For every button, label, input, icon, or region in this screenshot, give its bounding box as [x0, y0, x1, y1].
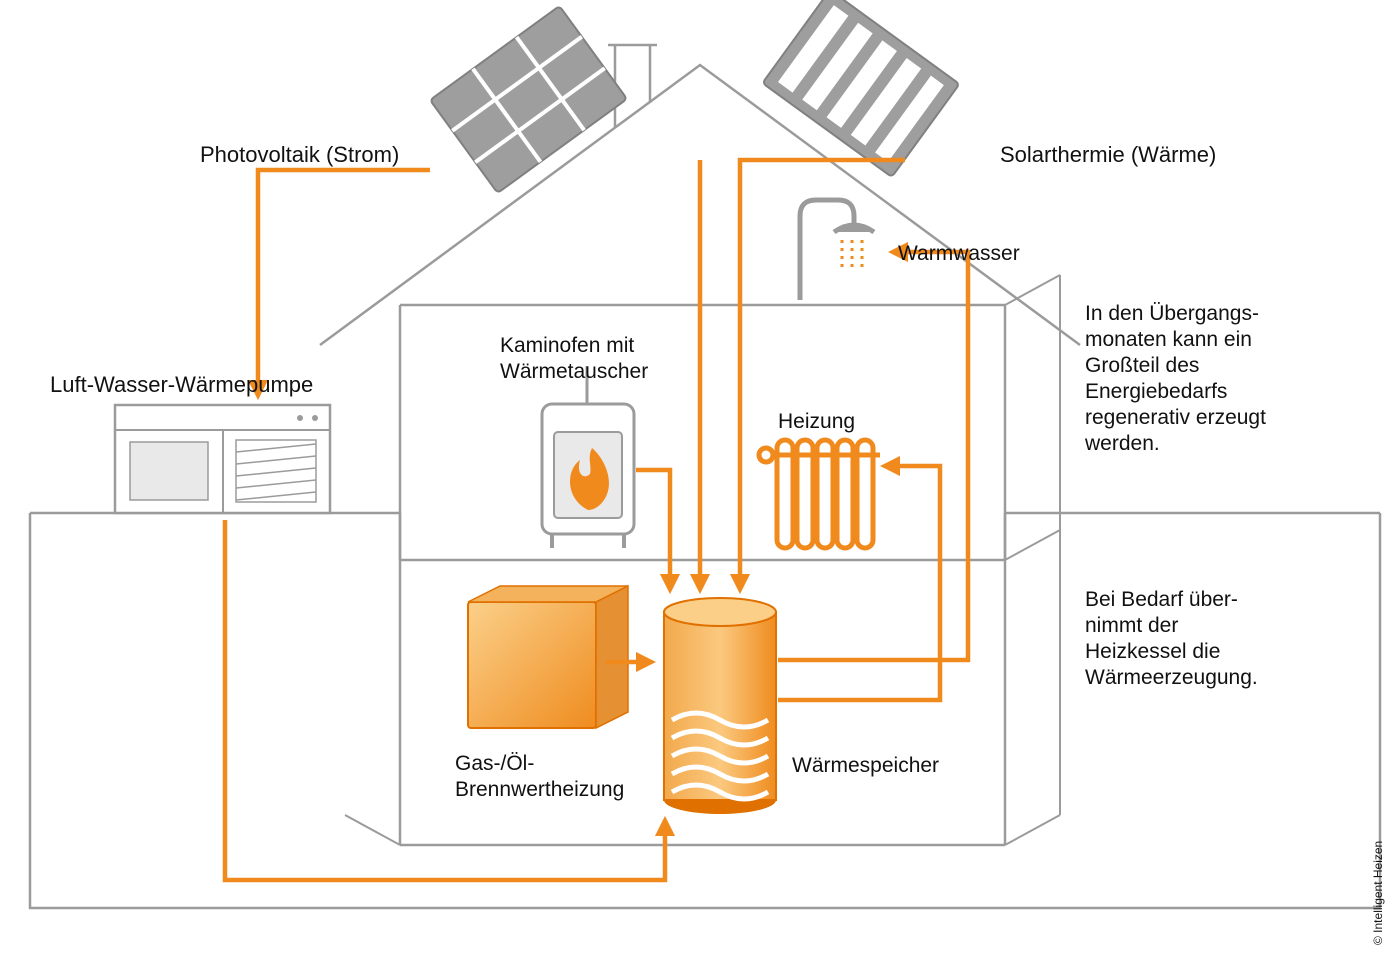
label-solarthermie: Solarthermie (Wärme) [1000, 142, 1216, 167]
shower [800, 200, 874, 300]
label-stove-1: Kaminofen mit [500, 334, 634, 357]
side-a-1: In den Übergangs- [1085, 302, 1259, 325]
side-a-2: monaten kann ein [1085, 328, 1252, 351]
label-storage: Wärmespeicher [792, 754, 939, 777]
label-heatpump: Luft-Wasser-Wärmepumpe [50, 372, 313, 397]
label-heating: Heizung [778, 410, 855, 433]
flow-pv-to-pump [258, 170, 430, 392]
flow-stove-to-tank [636, 470, 670, 586]
boiler [468, 586, 628, 728]
label-pv: Photovoltaik (Strom) [200, 142, 399, 167]
label-stove-2: Wärmetauscher [500, 360, 648, 383]
side-b-2: nimmt der [1085, 614, 1178, 637]
side-a-5: regenerativ erzeugt [1085, 406, 1266, 429]
heat-pump [115, 405, 330, 513]
stove [542, 366, 634, 548]
side-b-3: Heizkessel die [1085, 640, 1220, 663]
side-a-6: werden. [1084, 432, 1160, 455]
label-boiler-1: Gas-/Öl- [455, 752, 534, 775]
solarthermal-panel [762, 0, 959, 177]
side-b-1: Bei Bedarf über- [1085, 588, 1238, 611]
labels: Photovoltaik (Strom) Solarthermie (Wärme… [50, 142, 1385, 945]
label-warmwater: Warmwasser [898, 242, 1020, 265]
side-b-4: Wärmeerzeugung. [1085, 666, 1258, 689]
radiator [759, 440, 880, 548]
side-a-4: Energiebedarfs [1085, 380, 1227, 403]
label-boiler-2: Brennwertheizung [455, 778, 624, 801]
credit: © Intelligent Heizen [1371, 841, 1385, 945]
pv-panel [430, 6, 627, 193]
flow-solar-to-tank [740, 160, 905, 586]
heating-system-diagram: Photovoltaik (Strom) Solarthermie (Wärme… [0, 0, 1400, 959]
side-a-3: Großteil des [1085, 354, 1199, 377]
storage-tank [664, 598, 776, 814]
